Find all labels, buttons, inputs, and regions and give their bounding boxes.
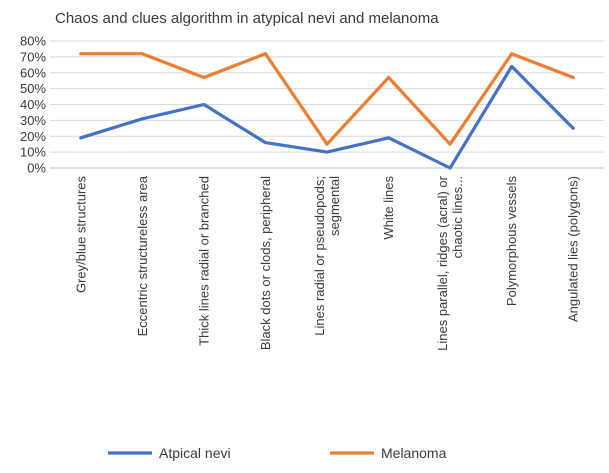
y-tick-label: 0%: [27, 161, 46, 176]
x-category-label: Grey/blue structures: [73, 176, 88, 294]
x-category-label: Black dots or clods, peripheral: [258, 176, 273, 350]
legend: Atpical nevi Melanoma: [108, 445, 447, 461]
chart-title: Chaos and clues algorithm in atypical ne…: [55, 10, 439, 27]
x-category-line: Lines radial or pseudopods;: [312, 176, 327, 336]
x-category-line: Thick lines radial or branched: [196, 176, 211, 346]
x-category-line: Polymorphous vessels: [504, 176, 519, 307]
y-tick-label: 70%: [20, 49, 46, 64]
x-category-line: Black dots or clods, peripheral: [258, 176, 273, 350]
x-category-label: Polymorphous vessels: [504, 176, 519, 307]
gridlines: [50, 41, 604, 168]
x-category-line: Eccentric structureless area: [135, 175, 150, 336]
x-category-line: White lines: [381, 176, 396, 240]
x-category-line: Grey/blue structures: [73, 176, 88, 294]
y-tick-label: 30%: [20, 113, 46, 128]
x-category-label: White lines: [381, 176, 396, 240]
legend-label: Melanoma: [381, 445, 447, 461]
x-category-label: Eccentric structureless area: [135, 175, 150, 336]
x-category-line: segmental: [327, 176, 342, 236]
y-tick-label: 60%: [20, 65, 46, 80]
x-category-line: chaotic lines...: [450, 176, 465, 258]
y-axis-ticks: 0%10%20%30%40%50%60%70%80%: [20, 34, 46, 176]
x-category-label: Thick lines radial or branched: [196, 176, 211, 346]
series-line: [81, 54, 573, 145]
series-line: [81, 66, 573, 168]
x-category-label: Lines radial or pseudopods;segmental: [312, 176, 342, 336]
legend-label: Atpical nevi: [159, 445, 231, 461]
series-lines: [81, 54, 573, 168]
x-category-line: Angulated lies (polygons): [566, 176, 581, 322]
x-axis-categories: Grey/blue structures Eccentric structurel…: [73, 175, 580, 351]
y-tick-label: 80%: [20, 34, 46, 49]
x-category-label: Angulated lies (polygons): [566, 176, 581, 322]
y-tick-label: 20%: [20, 129, 46, 144]
y-tick-label: 40%: [20, 97, 46, 112]
y-tick-label: 50%: [20, 81, 46, 96]
x-category-line: Lines parallel, ridges (acral) or: [435, 175, 450, 351]
y-tick-label: 10%: [20, 145, 46, 160]
